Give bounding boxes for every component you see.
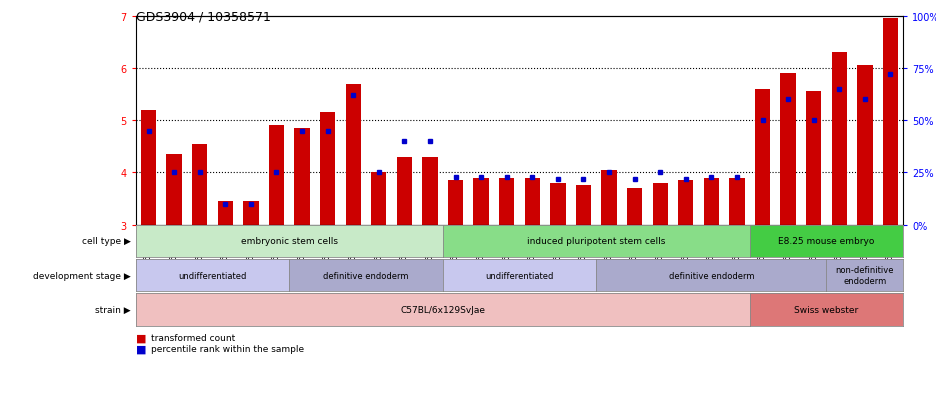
Bar	[499, 178, 515, 225]
Bar	[371, 173, 387, 225]
Bar	[269, 126, 285, 225]
Bar	[678, 181, 694, 225]
Bar	[729, 178, 745, 225]
Bar	[320, 113, 335, 225]
Bar	[447, 181, 463, 225]
Bar	[167, 155, 182, 225]
Bar	[627, 189, 642, 225]
Bar	[243, 202, 258, 225]
Bar	[550, 183, 565, 225]
Bar	[294, 128, 310, 225]
Text: Swiss webster: Swiss webster	[795, 305, 858, 314]
Text: percentile rank within the sample: percentile rank within the sample	[151, 344, 304, 354]
Bar	[345, 84, 361, 225]
Bar	[140, 110, 156, 225]
Text: C57BL/6x129SvJae: C57BL/6x129SvJae	[401, 305, 485, 314]
Text: development stage ▶: development stage ▶	[34, 271, 131, 280]
Text: transformed count: transformed count	[151, 333, 235, 342]
Bar	[474, 178, 489, 225]
Text: ■: ■	[136, 344, 146, 354]
Text: definitive endoderm: definitive endoderm	[668, 271, 754, 280]
Bar	[422, 157, 438, 225]
Bar	[781, 74, 796, 225]
Bar	[576, 186, 592, 225]
Text: GDS3904 / 10358571: GDS3904 / 10358571	[136, 10, 271, 23]
Bar	[652, 183, 668, 225]
Text: ■: ■	[136, 332, 146, 342]
Bar	[704, 178, 719, 225]
Bar	[524, 178, 540, 225]
Bar	[883, 19, 899, 225]
Bar	[601, 170, 617, 225]
Bar	[857, 66, 872, 225]
Bar	[192, 144, 208, 225]
Text: undifferentiated: undifferentiated	[485, 271, 554, 280]
Bar	[831, 53, 847, 225]
Bar	[217, 202, 233, 225]
Bar	[397, 157, 412, 225]
Text: induced pluripotent stem cells: induced pluripotent stem cells	[527, 237, 665, 246]
Text: cell type ▶: cell type ▶	[82, 237, 131, 246]
Text: definitive endoderm: definitive endoderm	[323, 271, 409, 280]
Text: strain ▶: strain ▶	[95, 305, 131, 314]
Bar	[806, 92, 822, 225]
Text: non-definitive
endoderm: non-definitive endoderm	[836, 266, 894, 285]
Text: E8.25 mouse embryo: E8.25 mouse embryo	[779, 237, 874, 246]
Text: embryonic stem cells: embryonic stem cells	[241, 237, 338, 246]
Bar	[754, 90, 770, 225]
Text: undifferentiated: undifferentiated	[178, 271, 247, 280]
